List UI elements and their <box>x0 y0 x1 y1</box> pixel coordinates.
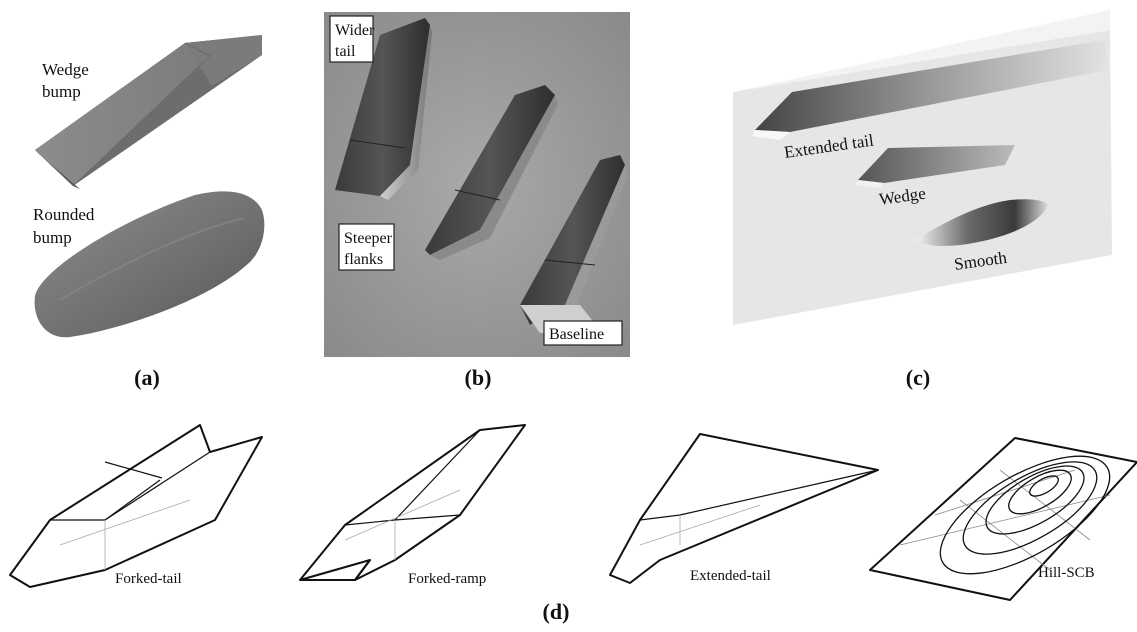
baseline-label-box <box>543 320 623 346</box>
forked-ramp-label: Forked-ramp <box>408 571 486 587</box>
forked-ramp-drawing <box>299 424 526 581</box>
baseline-label: Baseline <box>549 326 604 343</box>
rounded-bump-label-line2: bump <box>33 228 72 247</box>
wider-tail-part <box>335 18 432 200</box>
steeper-flanks-part <box>425 85 558 260</box>
caption-c: (c) <box>906 365 930 390</box>
panel-b: Wider tail Steeper flanks Baseline (b) <box>324 12 630 390</box>
panel-c: Extended tail Wedge Smooth (c) <box>733 10 1112 390</box>
hill-scb-label: Hill-SCB <box>1038 565 1095 581</box>
hill-scb-drawing <box>869 437 1137 601</box>
wedge-bump-shape <box>35 35 262 189</box>
panel-a: Wedge bump Rounded bump (a) <box>33 35 265 390</box>
forked-tail-label: Forked-tail <box>115 571 182 587</box>
wider-tail-label-line2: tail <box>335 43 356 60</box>
steeper-flanks-label-line1: Steeper <box>344 230 393 247</box>
rounded-bump-shape <box>34 191 265 338</box>
wedge-bump-label-line1: Wedge <box>42 60 89 79</box>
caption-b: (b) <box>465 365 492 390</box>
extended-tail-bump <box>752 40 1108 140</box>
steeper-flanks-label-box <box>338 223 395 271</box>
wedge-bump-c <box>855 145 1015 188</box>
rounded-bump-label-line1: Rounded <box>33 205 95 224</box>
extended-tail-label-d: Extended-tail <box>690 568 771 584</box>
wider-tail-label-box <box>329 15 374 63</box>
forked-tail-drawing <box>9 424 263 588</box>
extended-tail-drawing <box>609 433 879 584</box>
panel-d: Forked-tail Forked-ramp Extended-tail <box>9 424 1137 624</box>
smooth-bump-c <box>915 199 1048 246</box>
caption-a: (a) <box>134 365 160 390</box>
wider-tail-label-line1: Wider <box>335 22 375 39</box>
steeper-flanks-label-line2: flanks <box>344 251 383 268</box>
caption-d: (d) <box>543 599 570 624</box>
wedge-bump-label-line2: bump <box>42 82 81 101</box>
